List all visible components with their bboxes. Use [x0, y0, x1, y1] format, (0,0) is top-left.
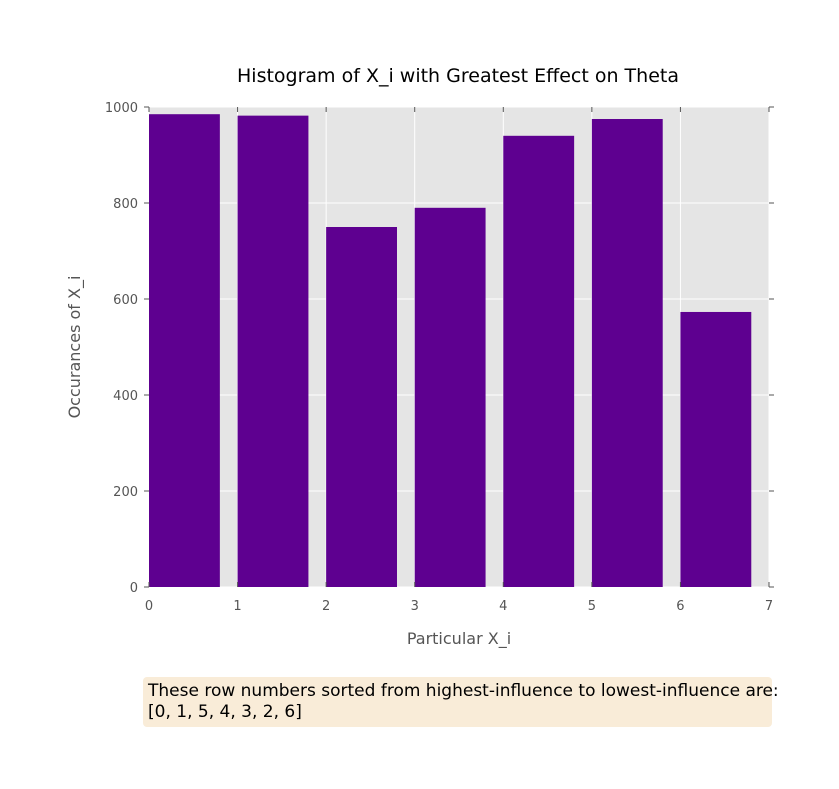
x-tick-label: 0	[145, 599, 153, 614]
y-tick-label: 400	[113, 389, 138, 404]
note-line-order: [0, 1, 5, 4, 3, 2, 6]	[148, 702, 302, 722]
chart-title: Histogram of X_i with Greatest Effect on…	[237, 65, 679, 87]
y-tick-label: 200	[113, 485, 138, 500]
x-tick-labels: 0 1 2 3 4 5 6 7	[145, 599, 773, 614]
bar-x4	[503, 135, 575, 588]
x-axis-label: Particular X_i	[407, 629, 511, 649]
x-tick-label: 6	[676, 599, 684, 614]
bar-x1	[237, 115, 309, 587]
x-tick-label: 1	[233, 599, 241, 614]
note-line-description: These row numbers sorted from highest-in…	[148, 681, 779, 701]
x-tick-label: 2	[322, 599, 330, 614]
x-tick-label: 7	[765, 599, 773, 614]
bar-x0	[149, 114, 220, 587]
bar-x6	[680, 311, 752, 587]
y-axis-label: Occurances of X_i	[65, 276, 85, 419]
y-tick-label: 1000	[105, 101, 138, 116]
bar-x5	[591, 119, 663, 587]
bars	[149, 114, 752, 588]
y-tick-label: 800	[113, 197, 138, 212]
y-tick-labels: 0 200 400 600 800 1000	[105, 101, 138, 596]
x-tick-label: 3	[411, 599, 419, 614]
y-tick-label: 600	[113, 293, 138, 308]
y-tick-label: 0	[130, 581, 138, 596]
sorted-rows-note: These row numbers sorted from highest-in…	[143, 677, 779, 727]
x-tick-label: 4	[499, 599, 507, 614]
x-tick-label: 5	[588, 599, 596, 614]
tick-marks	[144, 106, 774, 588]
bar-x2	[326, 227, 397, 587]
bar-x3	[414, 207, 486, 588]
